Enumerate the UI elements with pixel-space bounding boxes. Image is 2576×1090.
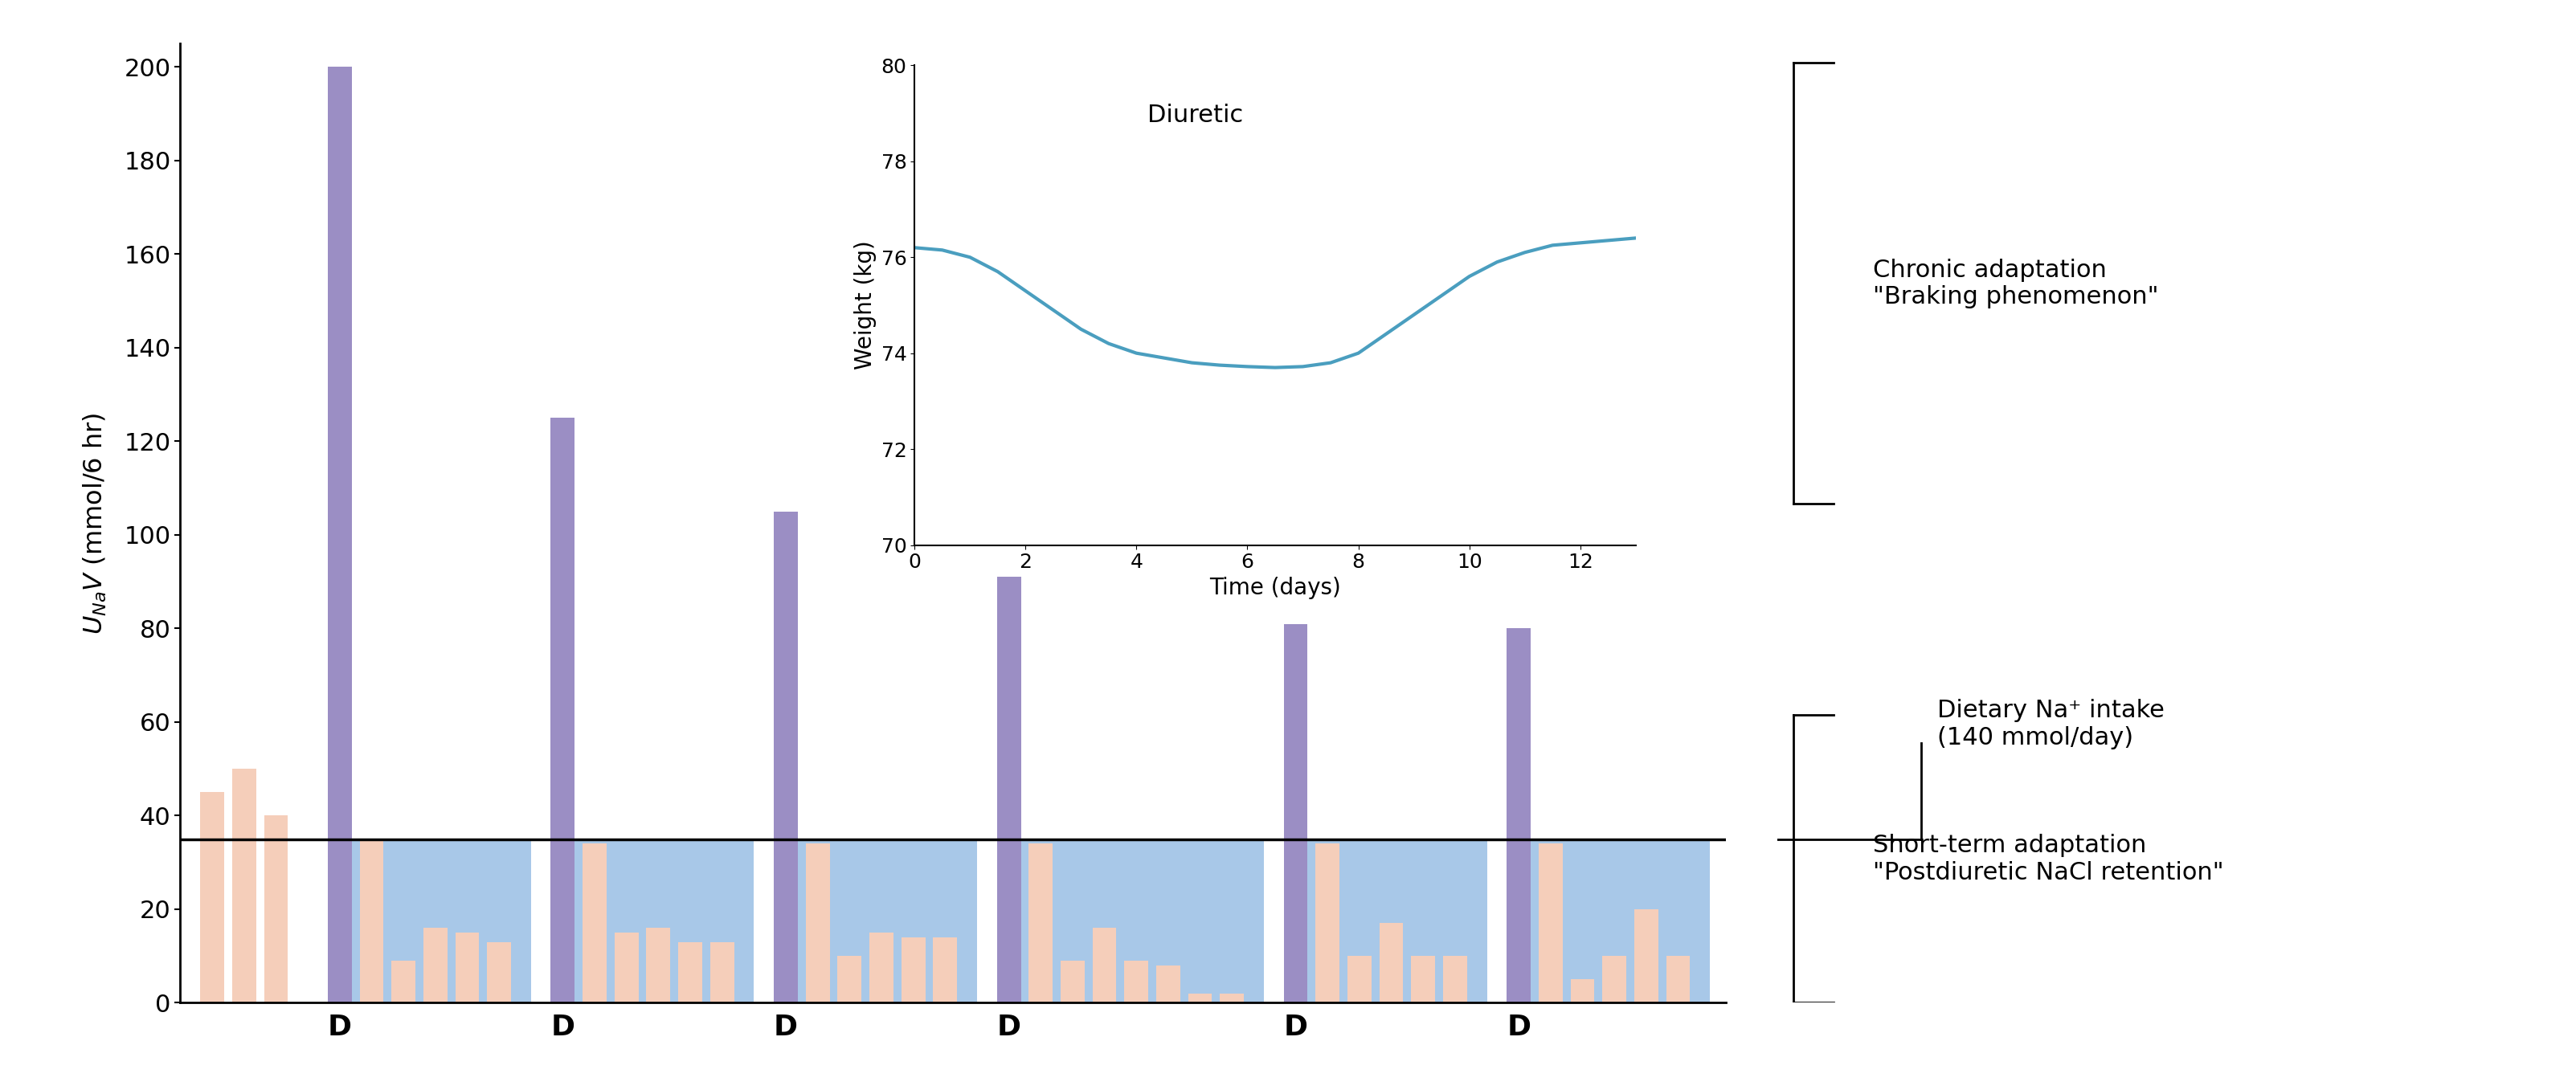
Bar bbox=[933, 937, 958, 1003]
Bar bbox=[1221, 993, 1244, 1003]
Bar bbox=[582, 844, 605, 1003]
Bar bbox=[487, 942, 510, 1003]
Bar bbox=[1602, 956, 1625, 1003]
Bar bbox=[773, 511, 799, 1003]
Bar bbox=[1538, 844, 1564, 1003]
Bar bbox=[422, 928, 448, 1003]
Bar bbox=[1571, 980, 1595, 1003]
X-axis label: Time (days): Time (days) bbox=[1208, 577, 1342, 600]
Bar bbox=[392, 960, 415, 1003]
Bar bbox=[551, 417, 574, 1003]
Bar bbox=[1123, 960, 1149, 1003]
Bar bbox=[997, 577, 1020, 1003]
Bar bbox=[232, 768, 255, 1003]
Y-axis label: Weight (kg): Weight (kg) bbox=[855, 241, 876, 370]
Bar bbox=[616, 933, 639, 1003]
Text: Diuretic: Diuretic bbox=[1146, 104, 1244, 128]
Bar bbox=[562, 839, 755, 1003]
Text: Short-term adaptation
"Postdiuretic NaCl retention": Short-term adaptation "Postdiuretic NaCl… bbox=[1873, 834, 2223, 884]
Bar bbox=[1443, 956, 1466, 1003]
Bar bbox=[263, 815, 289, 1003]
Bar bbox=[1507, 629, 1530, 1003]
Bar bbox=[1028, 844, 1054, 1003]
Bar bbox=[806, 844, 829, 1003]
Bar bbox=[327, 66, 350, 1003]
Bar bbox=[1378, 923, 1404, 1003]
Bar bbox=[1010, 839, 1265, 1003]
Bar bbox=[1092, 928, 1115, 1003]
Bar bbox=[201, 792, 224, 1003]
Text: Chronic adaptation
"Braking phenomenon": Chronic adaptation "Braking phenomenon" bbox=[1873, 258, 2159, 308]
Bar bbox=[677, 942, 703, 1003]
Bar bbox=[647, 928, 670, 1003]
Bar bbox=[1667, 956, 1690, 1003]
Bar bbox=[1157, 966, 1180, 1003]
Text: $U_{Na}V$ (mmol/6 hr): $U_{Na}V$ (mmol/6 hr) bbox=[82, 412, 108, 634]
Bar bbox=[902, 937, 925, 1003]
Bar bbox=[711, 942, 734, 1003]
Bar bbox=[456, 933, 479, 1003]
Bar bbox=[1188, 993, 1213, 1003]
Bar bbox=[786, 839, 976, 1003]
Bar bbox=[1520, 839, 1710, 1003]
Text: Dietary Na⁺ intake
(140 mmol/day): Dietary Na⁺ intake (140 mmol/day) bbox=[1937, 699, 2164, 749]
Bar bbox=[871, 933, 894, 1003]
Bar bbox=[340, 839, 531, 1003]
Bar bbox=[837, 956, 860, 1003]
Bar bbox=[1633, 909, 1659, 1003]
Bar bbox=[1347, 956, 1370, 1003]
Bar bbox=[1316, 844, 1340, 1003]
Bar bbox=[1296, 839, 1486, 1003]
Bar bbox=[1412, 956, 1435, 1003]
Bar bbox=[1061, 960, 1084, 1003]
Bar bbox=[1283, 623, 1309, 1003]
Bar bbox=[361, 839, 384, 1003]
